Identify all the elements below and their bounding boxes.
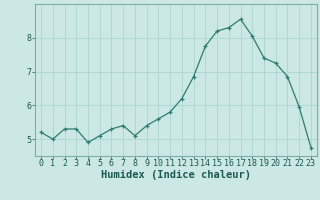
X-axis label: Humidex (Indice chaleur): Humidex (Indice chaleur) <box>101 170 251 180</box>
